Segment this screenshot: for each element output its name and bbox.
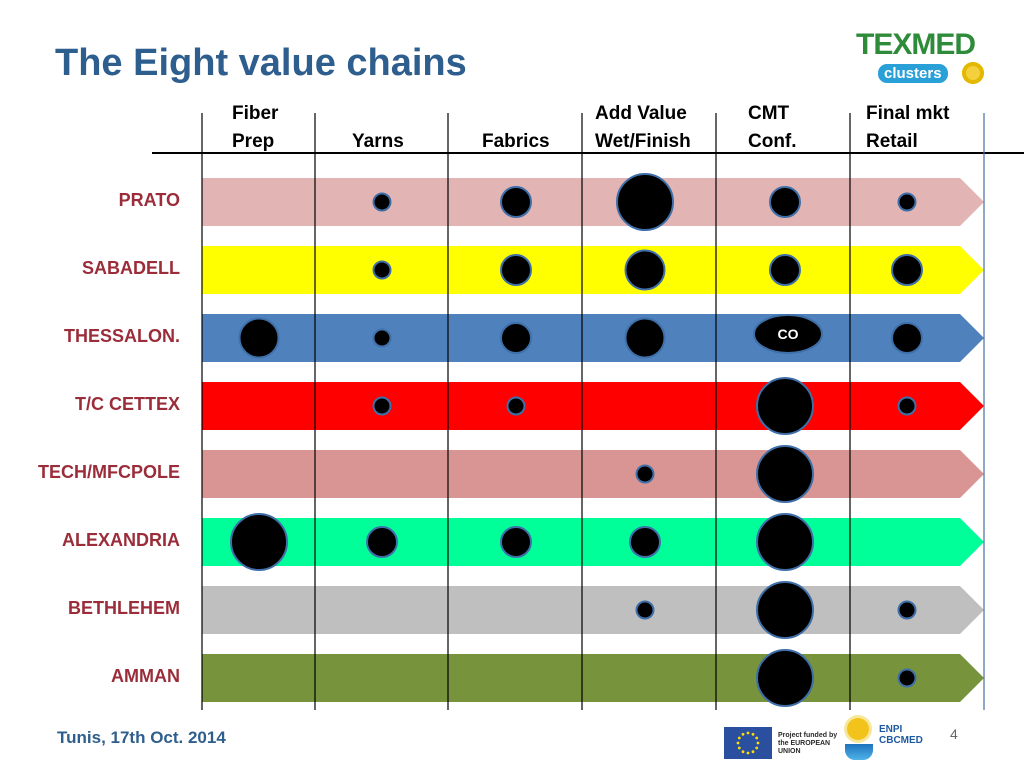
page-title: The Eight value chains	[55, 42, 467, 84]
value-chain-dot	[897, 192, 917, 212]
column-header-line1: Fiber	[232, 103, 279, 124]
column-header-fiber-prep: Fiber Prep	[232, 100, 278, 156]
wave-icon	[845, 744, 873, 760]
page-number: 4	[950, 726, 958, 742]
value-chain-dot	[500, 526, 532, 558]
value-chain-band	[202, 246, 984, 294]
row-label: T/C CETTEX	[74, 394, 180, 414]
value-chain-dot	[372, 192, 392, 212]
value-chain-dot	[769, 254, 801, 286]
value-chain-dot	[500, 186, 532, 218]
value-chain-dot	[624, 317, 666, 359]
row-label: SABADELL	[82, 258, 180, 278]
eu-flag-icon	[724, 727, 772, 759]
column-header-final-mkt: Final mkt Retail	[866, 100, 949, 156]
sun-icon	[847, 718, 869, 740]
column-header-line2: Conf.	[748, 131, 797, 152]
value-chain-band	[202, 382, 984, 430]
footer-date: Tunis, 17th Oct. 2014	[57, 728, 226, 747]
enpi-text: ENPI CBCMED	[879, 724, 923, 746]
value-chain-dot	[769, 186, 801, 218]
value-chain-dot	[891, 322, 923, 354]
value-chain-band	[202, 518, 984, 566]
row-label: THESSALON.	[63, 326, 180, 346]
column-header-line2: Wet/Finish	[595, 131, 691, 152]
column-header-yarns: Yarns	[352, 100, 404, 156]
column-header-fabrics: Fabrics	[482, 100, 550, 156]
row-label: BETHLEHEM	[68, 598, 180, 618]
value-chain-dot	[372, 396, 392, 416]
logo-top-text: TEXMED	[856, 28, 976, 61]
value-chain-dot	[624, 249, 666, 291]
value-chain-dot	[635, 464, 655, 484]
value-chain-dot	[372, 260, 392, 280]
swirl-icon	[962, 62, 984, 84]
value-chain-dot	[230, 513, 288, 571]
value-chain-band	[202, 178, 984, 226]
value-chain-band	[202, 586, 984, 634]
value-chain-dot	[891, 254, 923, 286]
logo-bottom-text: clusters	[878, 64, 948, 83]
value-chain-dot	[756, 377, 814, 435]
value-chain-dot	[500, 254, 532, 286]
value-chain-dot	[756, 445, 814, 503]
value-chain-dot	[629, 526, 661, 558]
value-chain-dot	[897, 668, 917, 688]
value-chain-dot	[756, 513, 814, 571]
row-label: AMMAN	[111, 666, 180, 686]
value-chain-dot	[897, 396, 917, 416]
column-header-add-value: Add Value Wet/Finish	[595, 100, 691, 156]
row-label: TECH/MFCPOLE	[38, 462, 180, 482]
value-chain-dot	[635, 600, 655, 620]
value-chain-dot	[897, 600, 917, 620]
enpi-text-line2: CBCMED	[879, 735, 923, 746]
column-header-line2: Yarns	[352, 131, 404, 152]
column-header-line1: CMT	[748, 103, 790, 124]
value-chain-dot	[500, 322, 532, 354]
texmed-logo: TEXMED clusters	[852, 28, 992, 90]
column-header-cmt: CMT Conf.	[748, 100, 797, 156]
column-header-line2: Fabrics	[482, 131, 550, 152]
value-chain-dot	[366, 526, 398, 558]
column-header-line2: Prep	[232, 131, 275, 152]
value-chain-dot	[372, 328, 392, 348]
value-chain-dot-co	[753, 314, 823, 354]
value-chain-dot	[506, 396, 526, 416]
value-chain-dot	[756, 581, 814, 639]
enpi-text-line1: ENPI	[879, 724, 903, 735]
column-header-line2: Retail	[866, 131, 918, 152]
value-chain-dot	[756, 649, 814, 707]
enpi-logo: ENPI CBCMED	[845, 716, 945, 764]
header-rule	[152, 152, 1024, 154]
value-chain-dot	[238, 317, 280, 359]
row-label: ALEXANDRIA	[61, 530, 180, 550]
eu-funding-text: Project funded by the EUROPEAN UNION	[778, 732, 838, 755]
value-chain-band	[202, 450, 984, 498]
row-label: PRATO	[118, 190, 180, 210]
value-chain-dot	[616, 173, 674, 231]
value-chain-band	[202, 654, 984, 702]
co-label: CO	[778, 326, 799, 342]
column-header-line1: Final mkt	[866, 103, 950, 124]
column-header-line1: Add Value	[595, 103, 687, 124]
value-chain-band	[202, 314, 984, 362]
